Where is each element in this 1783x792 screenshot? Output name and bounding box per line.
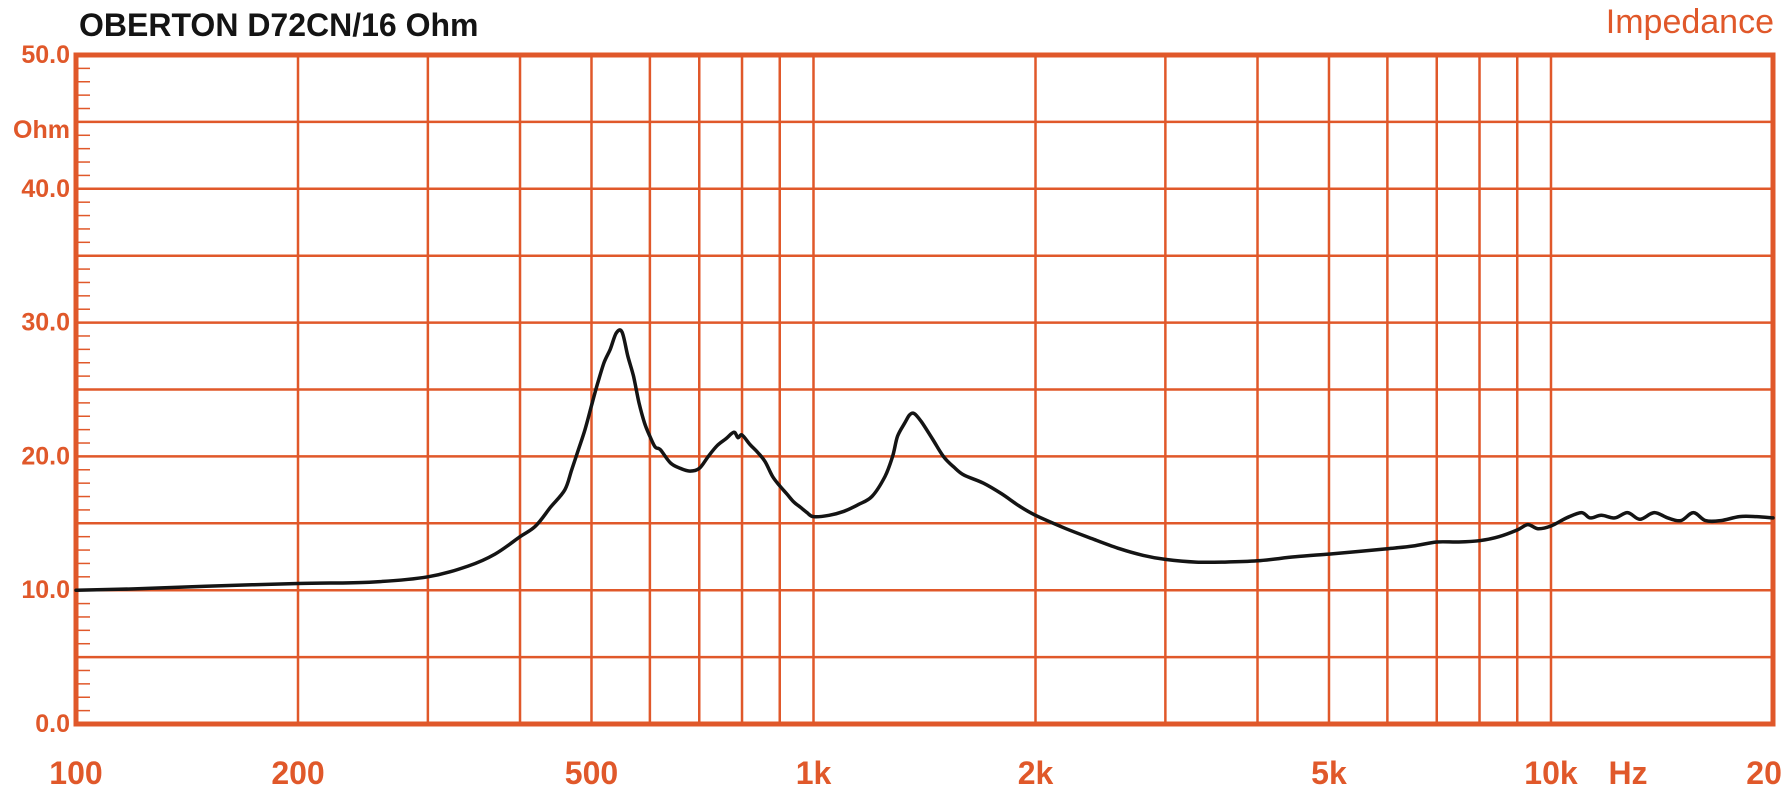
x-tick-label: 2k — [1018, 755, 1054, 791]
y-tick-label: 30.0 — [21, 309, 70, 337]
y-axis-unit-label: Ohm — [13, 116, 70, 144]
x-axis-unit-label: Hz — [1608, 755, 1647, 791]
x-tick-label: 100 — [49, 755, 102, 791]
x-tick-label: 200 — [271, 755, 324, 791]
y-tick-label: 20.0 — [21, 442, 70, 470]
impedance-curve — [74, 328, 1775, 592]
x-tick-label: 10k — [1524, 755, 1578, 791]
chart-subtitle: Impedance — [1606, 3, 1774, 41]
y-tick-label: 40.0 — [21, 175, 70, 203]
chart-title: OBERTON D72CN/16 Ohm — [79, 7, 479, 43]
x-tick-label: 20k — [1746, 755, 1783, 791]
series-layer — [74, 328, 1775, 592]
y-tick-labels: 0.0 10.0 20.0 30.0 40.0 50.0 — [21, 41, 70, 738]
y-tick-label: 10.0 — [21, 576, 70, 604]
x-tick-labels: 100 200 500 1k 2k 5k 10k 20k — [49, 755, 1783, 791]
x-tick-label: 5k — [1311, 755, 1347, 791]
x-tick-label: 1k — [796, 755, 832, 791]
plot-frame — [73, 52, 1776, 727]
y-tick-label: 0.0 — [35, 710, 70, 738]
y-tick-label: 50.0 — [21, 41, 70, 69]
x-tick-label: 500 — [565, 755, 618, 791]
